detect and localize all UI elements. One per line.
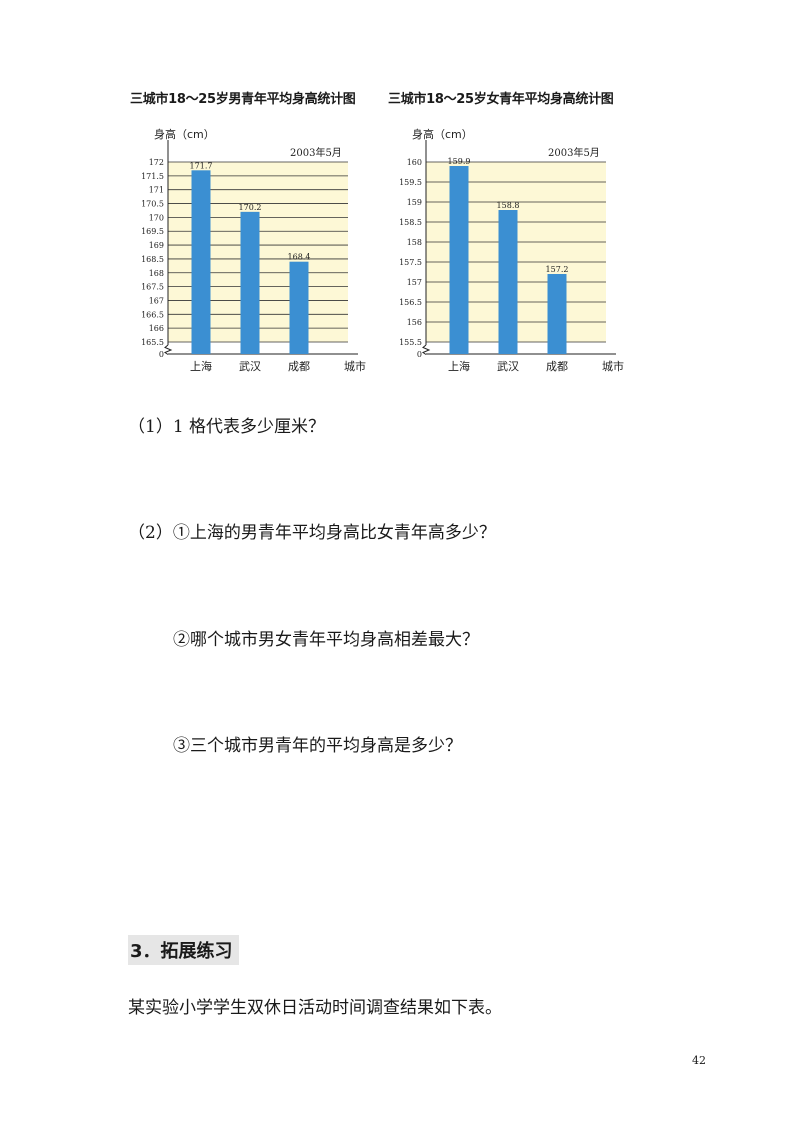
data-label: 159.9 bbox=[448, 157, 471, 166]
bar-2 bbox=[240, 211, 260, 354]
data-label: 171.7 bbox=[190, 161, 213, 170]
intro-text: 某实验小学学生双休日活动时间调查结果如下表。 bbox=[128, 998, 502, 1018]
page-number: 42 bbox=[692, 1054, 706, 1067]
y-tick-label: 0 bbox=[417, 350, 422, 359]
bar-3 bbox=[547, 274, 567, 354]
bar-1 bbox=[191, 170, 211, 354]
x-tick-label: 上海 bbox=[448, 359, 470, 373]
y-tick-label: 158.5 bbox=[399, 218, 422, 227]
question-1: （1）1 格代表多少厘米？ bbox=[128, 417, 326, 437]
y-tick-label: 166 bbox=[149, 324, 164, 333]
y-tick-label: 171.5 bbox=[141, 172, 164, 181]
male-height-chart: 三城市18～25岁男青年平均身高统计图 172 171.5 171 170.5 170 1… bbox=[130, 88, 390, 388]
bar-3 bbox=[289, 261, 309, 354]
x-tick-label: 武汉 bbox=[497, 360, 519, 373]
y-tick-label: 170 bbox=[149, 213, 164, 222]
question-2b: ②哪个城市男女青年平均身高相差最大？ bbox=[173, 630, 479, 650]
date-annotation: 2003年5月 bbox=[548, 146, 600, 159]
y-tick-label: 165.5 bbox=[141, 338, 164, 347]
y-axis-label: 身高（cm） bbox=[154, 127, 215, 141]
axis-break-icon bbox=[421, 344, 431, 355]
x-tick-label: 武汉 bbox=[239, 360, 261, 373]
x-tick-label: 上海 bbox=[190, 359, 212, 373]
y-tick-label: 168 bbox=[149, 269, 164, 278]
x-axis-label: 城市 bbox=[344, 359, 366, 373]
chart-title: 三城市18～25岁男青年平均身高统计图 bbox=[130, 92, 356, 107]
x-tick-label: 成都 bbox=[288, 360, 310, 373]
data-label: 170.2 bbox=[239, 203, 262, 212]
bar-2 bbox=[498, 210, 518, 354]
question-2a: （2）①上海的男青年平均身高比女青年高多少？ bbox=[128, 523, 496, 543]
date-annotation: 2003年5月 bbox=[290, 146, 342, 159]
data-label: 157.2 bbox=[546, 265, 569, 274]
female-height-chart: 三城市18～25岁女青年平均身高统计图 160 159.5 159 158.5 158 1… bbox=[388, 88, 648, 388]
y-tick-label: 166.5 bbox=[141, 310, 164, 319]
y-tick-label: 157.5 bbox=[399, 258, 422, 267]
x-tick-label: 成都 bbox=[546, 360, 568, 373]
y-tick-label: 160 bbox=[407, 158, 422, 167]
y-tick-label: 171 bbox=[149, 186, 164, 195]
x-axis-label: 城市 bbox=[602, 359, 624, 373]
bar-1 bbox=[449, 166, 469, 354]
y-tick-label: 159 bbox=[407, 198, 422, 207]
y-tick-label: 158 bbox=[407, 238, 422, 247]
section-heading: 3．拓展练习 bbox=[128, 935, 239, 965]
y-tick-label: 169.5 bbox=[141, 227, 164, 236]
y-axis-label: 身高（cm） bbox=[412, 127, 473, 141]
y-tick-label: 167.5 bbox=[141, 283, 164, 292]
female-chart-svg: 160 159.5 159 158.5 158 157.5 157 156.5 156 155.5… bbox=[399, 127, 624, 373]
y-tick-label: 0 bbox=[159, 350, 164, 359]
y-tick-label: 168.5 bbox=[141, 255, 164, 264]
male-chart-svg: 172 171.5 171 170.5 170 169.5 169 168.5 168 167.5… bbox=[141, 127, 366, 373]
y-tick-label: 155.5 bbox=[399, 338, 422, 347]
y-tick-label: 167 bbox=[149, 296, 164, 305]
axis-break-icon bbox=[163, 344, 173, 355]
chart-title: 三城市18～25岁女青年平均身高统计图 bbox=[388, 92, 614, 107]
data-label: 158.8 bbox=[497, 201, 520, 210]
y-tick-label: 169 bbox=[149, 241, 164, 250]
y-tick-label: 172 bbox=[149, 158, 164, 167]
data-label: 168.4 bbox=[288, 253, 311, 262]
y-tick-label: 170.5 bbox=[141, 200, 164, 209]
y-tick-label: 156.5 bbox=[399, 298, 422, 307]
y-tick-label: 159.5 bbox=[399, 178, 422, 187]
y-tick-label: 157 bbox=[407, 278, 422, 287]
question-2c: ③三个城市男青年的平均身高是多少？ bbox=[173, 736, 462, 756]
y-tick-label: 156 bbox=[407, 318, 422, 327]
